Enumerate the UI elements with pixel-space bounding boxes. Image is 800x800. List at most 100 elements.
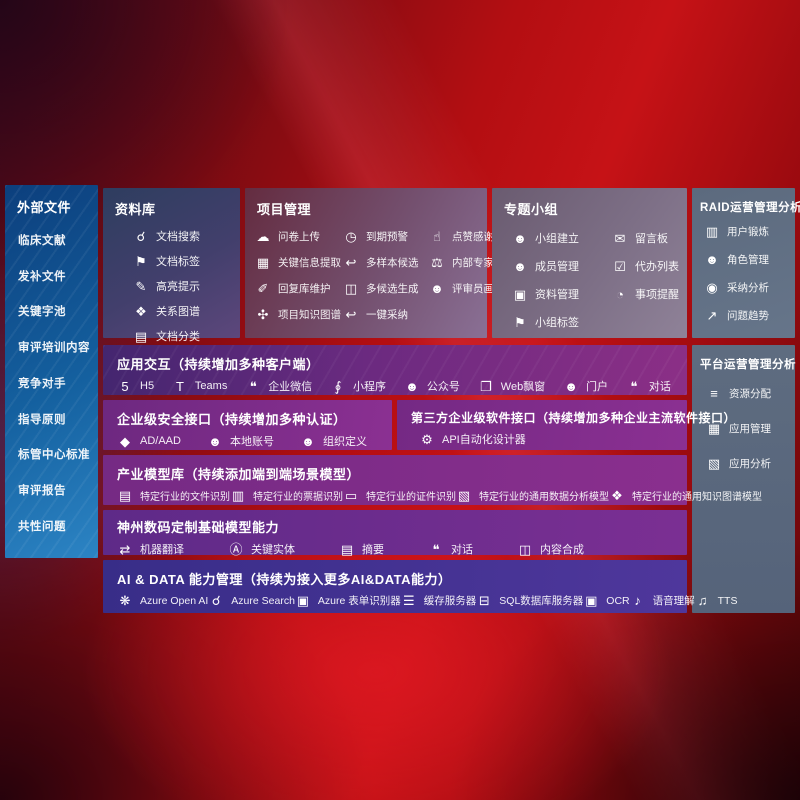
doc-search-icon: ☌ (136, 228, 146, 244)
raid-ops-analysis-panel: RAID运营管理分析 ▥ 用户锻炼 ☻ 角色管理 ◉ 采纳分析 (692, 188, 800, 338)
external-files-list: 临床文献 发补文件 关键字池 审评培训内容 竞争对手 (5, 218, 98, 558)
tts-icon: ♫ (697, 593, 708, 608)
panel-title: 项目管理 (257, 202, 312, 217)
row-title: AI & DATA 能力管理（持续为接入更多AI&DATA能力） (117, 572, 452, 587)
list-item: 审评培训内容 (18, 342, 90, 355)
third-party-list: ⚙ API自动化设计器 (397, 429, 687, 447)
data-analysis-model-icon: ▧ (457, 488, 471, 503)
app-manage-icon: ▦ (707, 421, 721, 436)
list-item: 指导原则 (18, 413, 66, 426)
list-item: ♫ TTS (695, 594, 738, 607)
interaction-list: 5 H5 T Teams ❝ 企业微信 ∮ 小程序 (103, 376, 687, 394)
list-item: 标管中心标准 (18, 449, 90, 462)
panel-title: RAID运营管理分析 (700, 202, 800, 214)
list-item: ♪ 语音理解 (630, 593, 694, 608)
list-item: ↩ 多样本候选 (343, 255, 429, 270)
list-item: ☻ 门户 (564, 378, 609, 394)
summary-icon: ▤ (340, 541, 354, 557)
cache-server-icon: ☰ (402, 593, 415, 608)
group-create-icon: ☻ (513, 230, 527, 246)
app-interaction-row: 应用交互（持续增加多种客户端） 5 H5 T Teams ❝ 企业微信 (103, 345, 687, 395)
list-item: ✎ 高亮提示 (133, 278, 240, 294)
azure-form-recognizer-icon: ▣ (296, 593, 310, 608)
official-account-icon: ☻ (405, 378, 419, 394)
panel-title: 专题小组 (504, 202, 559, 217)
row-title: 产业模型库（持续添加端到端场景模型） (117, 467, 361, 482)
row-title: 第三方企业级软件接口（持续增加多种企业主流软件接口） (411, 411, 737, 425)
industry-model-repo-row: 产业模型库（持续添加端到端场景模型） ▤ 特定行业的文件识别 ▥ 特定行业的票据… (103, 455, 762, 505)
enterprise-security-row: 企业级安全接口（持续增加多种认证） ◆ AD/AAD ☻ 本地账号 ☻ 组织定义 (103, 400, 392, 450)
doc-classify-icon: ▤ (134, 328, 148, 344)
list-item: ▧ 应用分析 (707, 456, 771, 471)
list-item: ▤ 文档分类 (134, 328, 200, 344)
list-item: ☰ 缓存服务器 (401, 593, 476, 608)
list-item: ☻ 评审员画像 (430, 281, 505, 296)
panel-title: 外部文件 (17, 200, 72, 215)
content-synthesis-icon: ◫ (518, 541, 532, 557)
reply-repo-icon: ✐ (257, 281, 269, 296)
issue-trend-icon: ↗ (706, 308, 718, 323)
adoption-analysis-icon: ◉ (706, 280, 718, 295)
list-item: Ⓐ 关键实体 (229, 541, 295, 557)
list-item: ▭ 特定行业的证件识别 (344, 488, 456, 503)
azure-openai-icon: ❋ (119, 593, 131, 608)
ai-data-capability-row: AI & DATA 能力管理（持续为接入更多AI&DATA能力） ❋ Azure… (103, 560, 737, 613)
list-item: ☑ 代办列表 (612, 258, 687, 274)
list-item: ❝ 企业微信 (245, 378, 313, 394)
knowledge-graph-model-icon: ❖ (611, 488, 623, 503)
list-item: ❖ 特定行业的通用知识图谱模型 (609, 488, 762, 503)
app-analysis-icon: ▧ (707, 456, 721, 471)
external-files-panel: 外部文件 临床文献 发补文件 关键字池 审评培训内容 (5, 185, 98, 558)
topic-group-list: ☻ 小组建立 ✉ 留言板 ☻ 成员管理 ☑ 代办列表 (492, 222, 687, 330)
list-item: ⚑ 文档标签 (133, 253, 240, 269)
list-item: ☌ Azure Search (208, 594, 295, 607)
list-item: ↗ 问题趋势 (704, 308, 795, 323)
panel-title: 平台运营管理分析 (700, 359, 796, 371)
dialog-icon: ❝ (630, 378, 638, 394)
user-training-icon: ▥ (705, 224, 719, 239)
group-tag-icon: ⚑ (514, 314, 526, 330)
list-item: ◉ 采纳分析 (704, 280, 795, 295)
list-item: ▥ 特定行业的票据识别 (231, 488, 343, 503)
due-warning-icon: ◷ (345, 229, 357, 244)
list-item: ☝ 点赞感谢 (429, 229, 515, 244)
reminder-bell-icon: ◔ (616, 286, 624, 302)
list-item: ☻ 角色管理 (705, 252, 769, 267)
base-models-list: ⇄ 机器翻译 Ⓐ 关键实体 ▤ 摘要 ❝ 对话 (103, 539, 687, 557)
org-define-icon: ☻ (301, 433, 315, 449)
speech-understanding-icon: ♪ (634, 593, 641, 608)
sql-database-icon: ⊟ (478, 593, 490, 608)
list-item: ▦ 关键信息提取 (256, 255, 341, 270)
list-item: ⊟ SQL数据库服务器 (476, 593, 583, 608)
h5-icon: 5 (121, 378, 129, 394)
wechat-work-icon: ❝ (249, 378, 257, 394)
invoice-recognition-icon: ▥ (231, 488, 245, 503)
resource-alloc-icon: ≡ (710, 386, 718, 401)
list-item: ▤ 特定行业的文件识别 (118, 488, 230, 503)
api-designer-gear-icon: ⚙ (421, 431, 433, 447)
list-item: ☻ 组织定义 (301, 433, 367, 449)
raid-list: ▥ 用户锻炼 ☻ 角色管理 ◉ 采纳分析 ↗ 问题趋势 (692, 219, 795, 323)
list-item: ☁ 问卷上传 (256, 229, 321, 244)
doc-tag-icon: ⚑ (135, 253, 147, 269)
machine-translate-icon: ⇄ (119, 541, 131, 557)
list-item: 发补文件 (18, 270, 66, 283)
project-management-panel: 项目管理 ☁ 问卷上传 ◷ 到期预警 ☝ 点赞感谢 ▦ (245, 188, 515, 338)
list-item: 共性问题 (18, 521, 66, 533)
list-item: ☻ 公众号 (405, 378, 460, 394)
list-item: 竞争对手 (18, 377, 66, 390)
third-party-interface-row: 第三方企业级软件接口（持续增加多种企业主流软件接口） ⚙ API自动化设计器 (397, 400, 737, 450)
list-item: ❖ 关系图谱 (133, 303, 240, 319)
row-title: 神州数码定制基础模型能力 (117, 520, 280, 535)
list-item: ◔ 事项提醒 (612, 286, 687, 302)
list-item: ❐ Web飘窗 (478, 378, 545, 394)
repository-panel: 资料库 ☌ 文档搜索 ⚑ 文档标签 ✎ 高亮提示 ❖ (103, 188, 240, 343)
list-item: 关键字池 (18, 306, 66, 319)
list-item: ☌ 文档搜索 (133, 228, 240, 244)
multi-sample-icon: ↩ (345, 255, 357, 270)
todo-list-icon: ☑ (614, 258, 626, 274)
industry-models-list: ▤ 特定行业的文件识别 ▥ 特定行业的票据识别 ▭ 特定行业的证件识别 ▧ 特定… (103, 486, 762, 503)
list-item: ☻ 成员管理 (513, 258, 579, 274)
highlight-icon: ✎ (135, 278, 147, 294)
